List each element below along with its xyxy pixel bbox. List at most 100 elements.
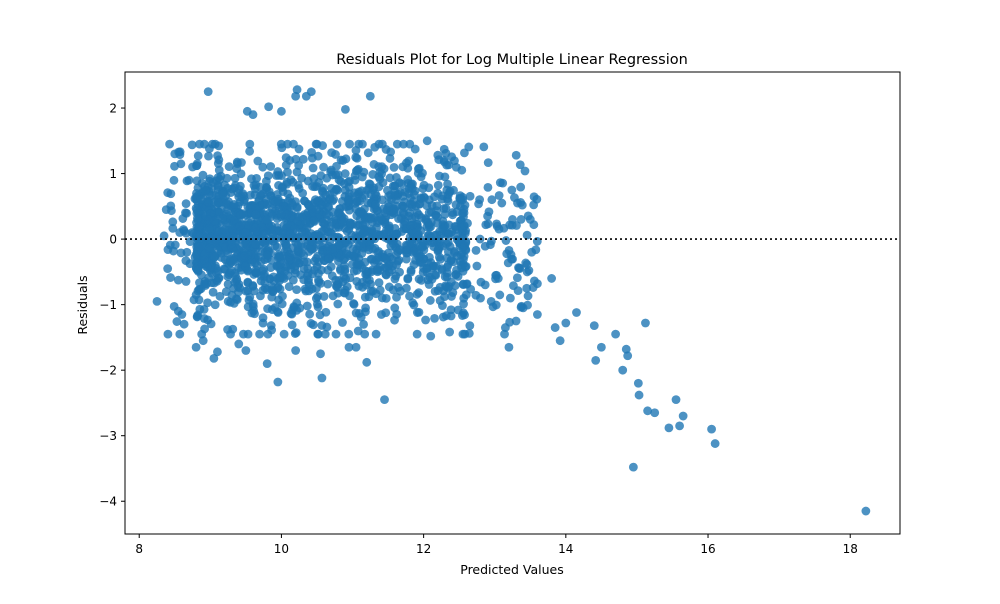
scatter-point [198,170,208,180]
scatter-point [393,256,403,266]
scatter-point [354,259,364,268]
scatter-point [442,262,452,272]
scatter-point [374,139,384,149]
scatter-point [412,308,422,317]
scatter-point [432,206,442,216]
scatter-point [152,296,162,306]
scatter-point [253,156,263,166]
scatter-point [386,241,396,251]
scatter-point [361,303,370,313]
scatter-point [664,423,674,433]
scatter-point [278,187,288,197]
scatter-point [465,191,475,201]
scatter-point [374,182,384,192]
scatter-point [199,139,209,149]
scatter-point [263,171,273,181]
scatter-point [207,278,217,288]
scatter-point [449,185,458,195]
scatter-point [380,254,390,263]
scatter-point [222,199,232,208]
scatter-point [374,278,384,288]
scatter-point [220,225,230,235]
scatter-point [263,304,272,314]
scatter-point [351,342,361,352]
scatter-point [263,251,272,260]
scatter-point [192,213,202,223]
scatter-point [291,256,301,266]
scatter-point [460,241,470,251]
scatter-point [430,270,440,280]
scatter-point [371,289,381,299]
scatter-point [343,177,353,187]
scatter-point [350,175,360,185]
scatter-point [205,243,215,253]
scatter-point [326,217,336,227]
scatter-point [421,214,431,224]
scatter-point [675,421,684,431]
scatter-point [393,282,403,292]
scatter-point [591,355,601,365]
scatter-point [302,301,312,311]
scatter-point [241,228,251,238]
scatter-point [218,214,227,224]
scatter-point [232,157,242,167]
scatter-point [197,329,207,339]
scatter-point [263,329,273,339]
scatter-point [198,336,208,346]
scatter-point [234,339,244,349]
scatter-point [475,195,485,204]
scatter-point [461,290,471,300]
scatter-point [425,296,435,305]
scatter-point [407,220,417,230]
scatter-point [498,178,508,188]
scatter-point [442,239,451,249]
scatter-point [414,199,424,209]
scatter-point [195,231,205,241]
scatter-point [349,299,359,309]
x-tick-label: 8 [135,542,143,556]
scatter-point [203,87,213,97]
scatter-point [241,262,250,272]
scatter-point [523,291,533,301]
scatter-point [457,311,467,320]
scatter-point [204,151,213,161]
scatter-point [363,148,373,158]
scatter-point [280,266,290,276]
scatter-point [341,104,350,114]
scatter-point [168,223,178,233]
scatter-point [483,211,493,221]
scatter-point [370,234,380,244]
x-tick-label: 14 [558,542,573,556]
scatter-point [317,373,327,383]
scatter-point [414,210,424,220]
scatter-point [621,344,631,354]
scatter-point [331,329,341,339]
scatter-point [371,200,380,209]
scatter-point [440,172,450,182]
scatter-point [483,158,493,168]
scatter-point [472,261,482,271]
scatter-point [188,162,197,172]
scatter-point [333,299,343,309]
scatter-point [299,275,309,285]
scatter-point [259,229,269,239]
scatter-point [596,342,606,352]
scatter-point [202,262,212,271]
scatter-point [286,175,296,185]
scatter-point [373,248,383,258]
scatter-point [374,216,383,226]
scatter-point [299,251,309,260]
scatter-point [313,329,323,339]
scatter-point [352,153,362,163]
scatter-point [500,323,510,332]
scatter-point [391,271,401,281]
scatter-point [389,162,399,172]
scatter-point [522,267,532,277]
scatter-point [319,162,328,172]
scatter-point [331,275,341,285]
scatter-point [309,216,319,225]
scatter-point [501,236,511,245]
scatter-point [248,299,258,309]
scatter-point [427,238,437,248]
scatter-point [362,357,372,367]
